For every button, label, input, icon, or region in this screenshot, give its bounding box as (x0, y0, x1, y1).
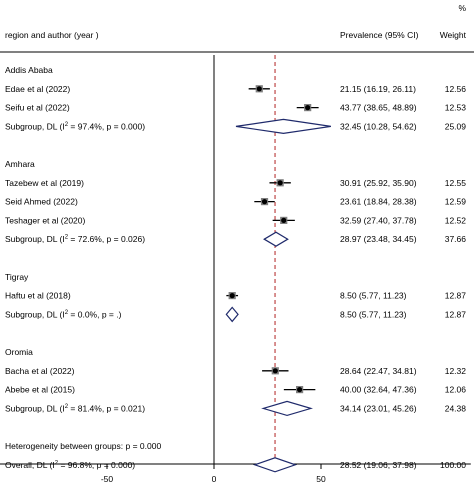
study-label: Bacha et al (2022) (5, 366, 75, 376)
group-heading: Amhara (5, 159, 35, 169)
group-heading: Addis Ababa (5, 65, 53, 75)
study-label: Haftu et al (2018) (5, 291, 71, 301)
x-tick-label: 50 (316, 474, 326, 484)
study-label: Seid Ahmed (2022) (5, 197, 78, 207)
subgroup-estimate-ci: 32.45 (10.28, 54.62) (340, 121, 417, 131)
x-tick-label: -50 (101, 474, 114, 484)
study-weight: 12.52 (445, 215, 467, 225)
subgroup-label: Subgroup, DL (I2 = 0.0%, p = .) (5, 309, 122, 319)
subgroup-label: Subgroup, DL (I2 = 81.4%, p = 0.021) (5, 403, 145, 413)
point-estimate (297, 387, 303, 393)
study-label: Tazebew et al (2019) (5, 178, 84, 188)
subgroup-label: Overall, DL (I2 = 96.8%, p = 0.000) (5, 460, 135, 470)
subgroup-estimate-ci: 28.52 (19.06, 37.98) (340, 460, 417, 470)
x-tick-label: 0 (212, 474, 217, 484)
group-heading: Oromia (5, 347, 33, 357)
subgroup-estimate-ci: 8.50 (5.77, 11.23) (340, 309, 407, 319)
study-label: Seifu et al (2022) (5, 103, 70, 113)
study-label: Abebe et al (2015) (5, 385, 75, 395)
subgroup-weight: 12.87 (445, 309, 467, 319)
plot-text: % region and author (year ) Prevalence (… (5, 3, 467, 484)
subgroup-estimate-ci: 28.97 (23.48, 34.45) (340, 234, 417, 244)
study-estimate-ci: 40.00 (32.64, 47.36) (340, 385, 417, 395)
study-label: Edae et al (2022) (5, 84, 70, 94)
study-estimate-ci: 21.15 (16.19, 26.11) (340, 84, 416, 94)
header-weight-percent: % (458, 3, 466, 13)
pooled-diamond (225, 306, 239, 323)
plot-lines (0, 51, 474, 469)
pooled-diamond (263, 231, 289, 247)
study-estimate-ci: 30.91 (25.92, 35.90) (340, 178, 417, 188)
study-weight: 12.32 (445, 366, 467, 376)
point-estimate (281, 217, 287, 223)
subgroup-label: Subgroup, DL (I2 = 72.6%, p = 0.026) (5, 234, 145, 244)
study-weight: 12.87 (445, 291, 467, 301)
header-estimate-column: Prevalence (95% CI) (340, 30, 419, 40)
study-weight: 12.59 (445, 197, 467, 207)
study-estimate-ci: 32.59 (27.40, 37.78) (340, 215, 417, 225)
group-heading: Tigray (5, 272, 29, 282)
study-weight: 12.06 (445, 385, 467, 395)
subgroup-label: Subgroup, DL (I2 = 97.4%, p = 0.000) (5, 121, 145, 131)
point-estimate (305, 105, 311, 111)
pooled-diamond (261, 400, 313, 417)
group-heading: Heterogeneity between groups: p = 0.000 (5, 441, 161, 451)
point-estimate (272, 368, 278, 374)
study-weight: 12.53 (445, 103, 467, 113)
subgroup-weight: 37.66 (445, 234, 467, 244)
study-estimate-ci: 28.64 (22.47, 34.81) (340, 366, 417, 376)
study-estimate-ci: 43.77 (38.65, 48.89) (340, 103, 417, 113)
plot-marks (225, 85, 331, 473)
study-label: Teshager et al (2020) (5, 215, 85, 225)
study-weight: 12.56 (445, 84, 467, 94)
header-study-column: region and author (year ) (5, 30, 99, 40)
header-weight-column: Weight (440, 30, 467, 40)
subgroup-weight: 100.00 (440, 460, 466, 470)
study-weight: 12.55 (445, 178, 467, 188)
study-estimate-ci: 23.61 (18.84, 28.38) (340, 197, 417, 207)
pooled-diamond (235, 118, 331, 135)
point-estimate (256, 86, 262, 92)
point-estimate (261, 199, 268, 205)
subgroup-weight: 24.38 (445, 403, 467, 413)
study-estimate-ci: 8.50 (5.77, 11.23) (340, 291, 407, 301)
subgroup-weight: 25.09 (445, 121, 467, 131)
point-estimate (229, 293, 235, 299)
subgroup-estimate-ci: 34.14 (23.01, 45.26) (340, 403, 417, 413)
pooled-diamond (252, 457, 298, 473)
point-estimate (277, 180, 283, 186)
